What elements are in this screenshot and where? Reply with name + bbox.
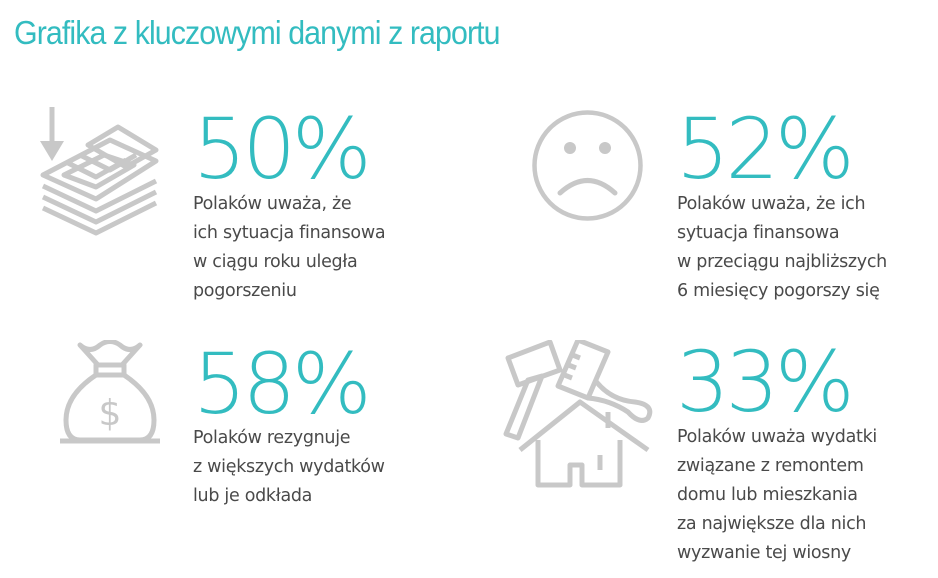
money-bag-icon: $	[60, 340, 160, 444]
stat-value: 58%	[193, 335, 372, 433]
stat-description: Polaków uważa wydatki związane z remonte…	[677, 427, 877, 563]
page-title: Grafika z kluczowymi danymi z raportu	[14, 14, 501, 51]
stat-value: 50%	[193, 100, 372, 198]
house-renovation-icon	[503, 340, 653, 488]
sad-face-icon	[532, 110, 643, 221]
stat-description: Polaków rezygnuje z większych wydatków l…	[193, 428, 385, 506]
stat-description: Polaków uważa, że ich sytuacja finansowa…	[677, 194, 887, 301]
stat-description: Polaków uważa, że ich sytuacja finansowa…	[193, 194, 386, 301]
svg-text:$: $	[99, 393, 122, 434]
money-stack-down-icon	[40, 107, 159, 236]
stat-value: 33%	[676, 333, 855, 431]
stat-value: 52%	[676, 100, 855, 198]
